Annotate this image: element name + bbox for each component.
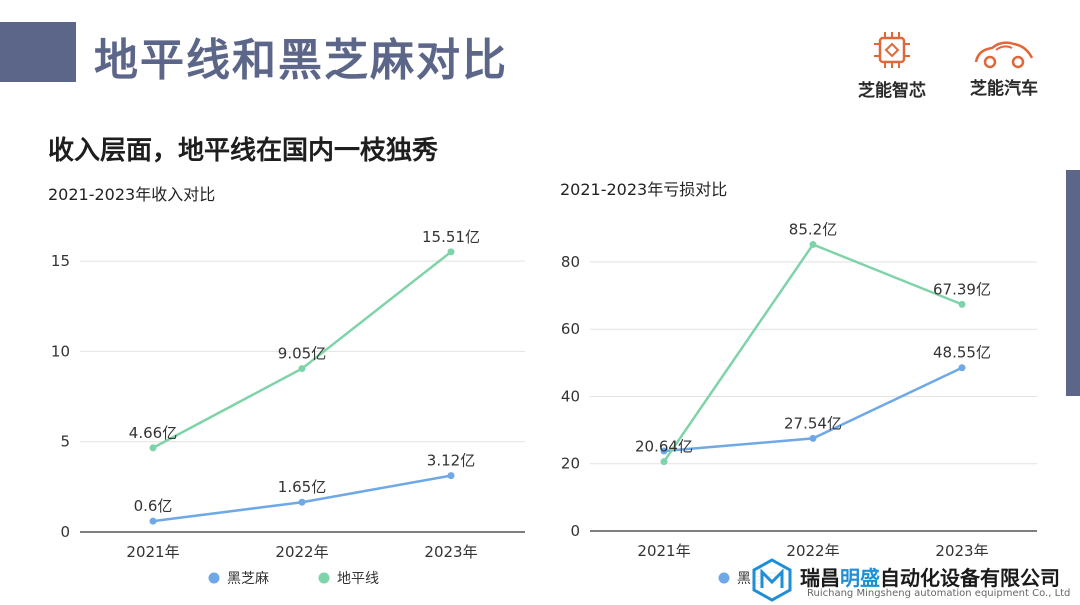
y-tick-label: 80 (561, 253, 580, 271)
y-tick-label: 20 (561, 455, 580, 473)
data-point (660, 447, 668, 455)
y-tick-label: 5 (60, 433, 70, 451)
logo-zhineng-zhixin: 芝能智芯 (858, 28, 926, 101)
company-english-name: Ruichang Mingsheng automation equipment … (807, 588, 1071, 599)
y-tick-label: 10 (51, 342, 70, 360)
logo-zhineng-qiche: 芝能汽车 (970, 36, 1038, 99)
data-point (809, 434, 817, 442)
data-label: 9.05亿 (278, 345, 326, 363)
y-tick-label: 40 (561, 387, 580, 405)
legend-label: 地平线 (337, 571, 379, 587)
y-tick-label: 0 (570, 522, 580, 540)
data-point (447, 248, 455, 256)
page-title: 地平线和黑芝麻对比 (94, 35, 508, 86)
x-tick-label: 2021年 (637, 542, 690, 560)
legend-marker (718, 572, 730, 584)
company-watermark: 瑞昌明盛自动化设备有限公司 Ruichang Mingsheng automat… (750, 556, 1080, 605)
legend-marker (208, 572, 220, 584)
data-point (660, 458, 668, 466)
company-name-highlight: 明盛 (840, 566, 880, 590)
data-point (149, 444, 157, 452)
title-accent-bar (0, 22, 76, 82)
legend-label: 黑芝麻 (227, 571, 269, 587)
page-subtitle: 收入层面，地平线在国内一枝独秀 (48, 136, 439, 166)
logo-label: 芝能智芯 (858, 81, 926, 101)
data-label: 1.65亿 (278, 478, 326, 496)
data-label: 4.66亿 (129, 424, 177, 442)
data-point (447, 472, 455, 480)
x-tick-label: 2022年 (786, 542, 839, 560)
chart-title: 2021-2023年亏损对比 (560, 180, 727, 199)
data-label: 15.51亿 (422, 228, 480, 246)
x-tick-label: 2022年 (275, 543, 328, 561)
car-icon (974, 41, 1034, 69)
data-point (298, 365, 306, 373)
data-point (149, 517, 157, 525)
data-point (958, 364, 966, 372)
legend-marker (318, 572, 330, 584)
right-accent-bar (1066, 170, 1080, 396)
data-label: 85.2亿 (789, 221, 837, 239)
data-label: 0.6亿 (134, 497, 173, 515)
company-name-prefix: 瑞昌 (800, 566, 840, 590)
x-tick-label: 2023年 (424, 543, 477, 561)
x-tick-label: 2021年 (126, 543, 179, 561)
chip-icon (874, 32, 910, 68)
y-tick-label: 60 (561, 320, 580, 338)
x-tick-label: 2023年 (935, 542, 988, 560)
y-tick-label: 15 (51, 252, 70, 270)
data-label: 27.54亿 (784, 414, 842, 432)
company-name: 瑞昌明盛自动化设备有限公司 (800, 562, 1060, 591)
data-label: 67.39亿 (933, 280, 991, 298)
data-label: 20.64亿 (635, 438, 693, 456)
data-point (809, 241, 817, 249)
data-point (298, 498, 306, 506)
chart-title: 2021-2023年收入对比 (48, 185, 215, 204)
company-name-suffix: 自动化设备有限公司 (880, 566, 1060, 590)
data-label: 3.12亿 (427, 452, 475, 470)
company-logo-icon (752, 558, 792, 602)
data-point (958, 300, 966, 308)
data-label: 48.55亿 (933, 344, 991, 362)
y-tick-label: 0 (60, 523, 70, 541)
logo-label: 芝能汽车 (970, 79, 1038, 99)
